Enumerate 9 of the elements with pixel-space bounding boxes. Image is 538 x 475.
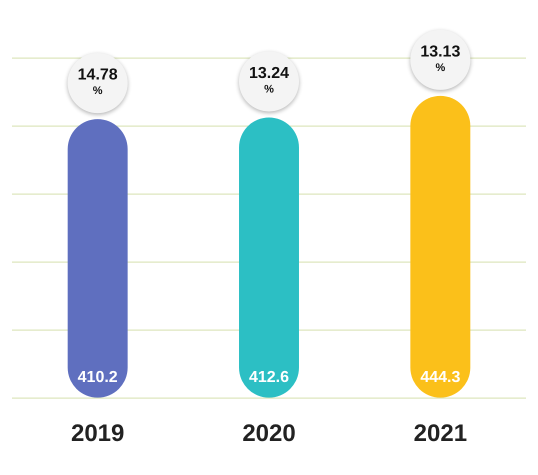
- x-tick-label: 2021: [414, 420, 468, 448]
- data-label: 410.2: [78, 369, 118, 386]
- data-label: 412.6: [248, 369, 290, 386]
- x-tick-label: 2020: [242, 420, 296, 448]
- annotation: 13.13 %: [420, 43, 460, 74]
- annotation: 14.78 %: [78, 66, 118, 98]
- data-label: 444.3: [420, 369, 460, 386]
- annotation: 13.24 %: [248, 64, 290, 96]
- x-tick-label: 2019: [70, 420, 124, 448]
